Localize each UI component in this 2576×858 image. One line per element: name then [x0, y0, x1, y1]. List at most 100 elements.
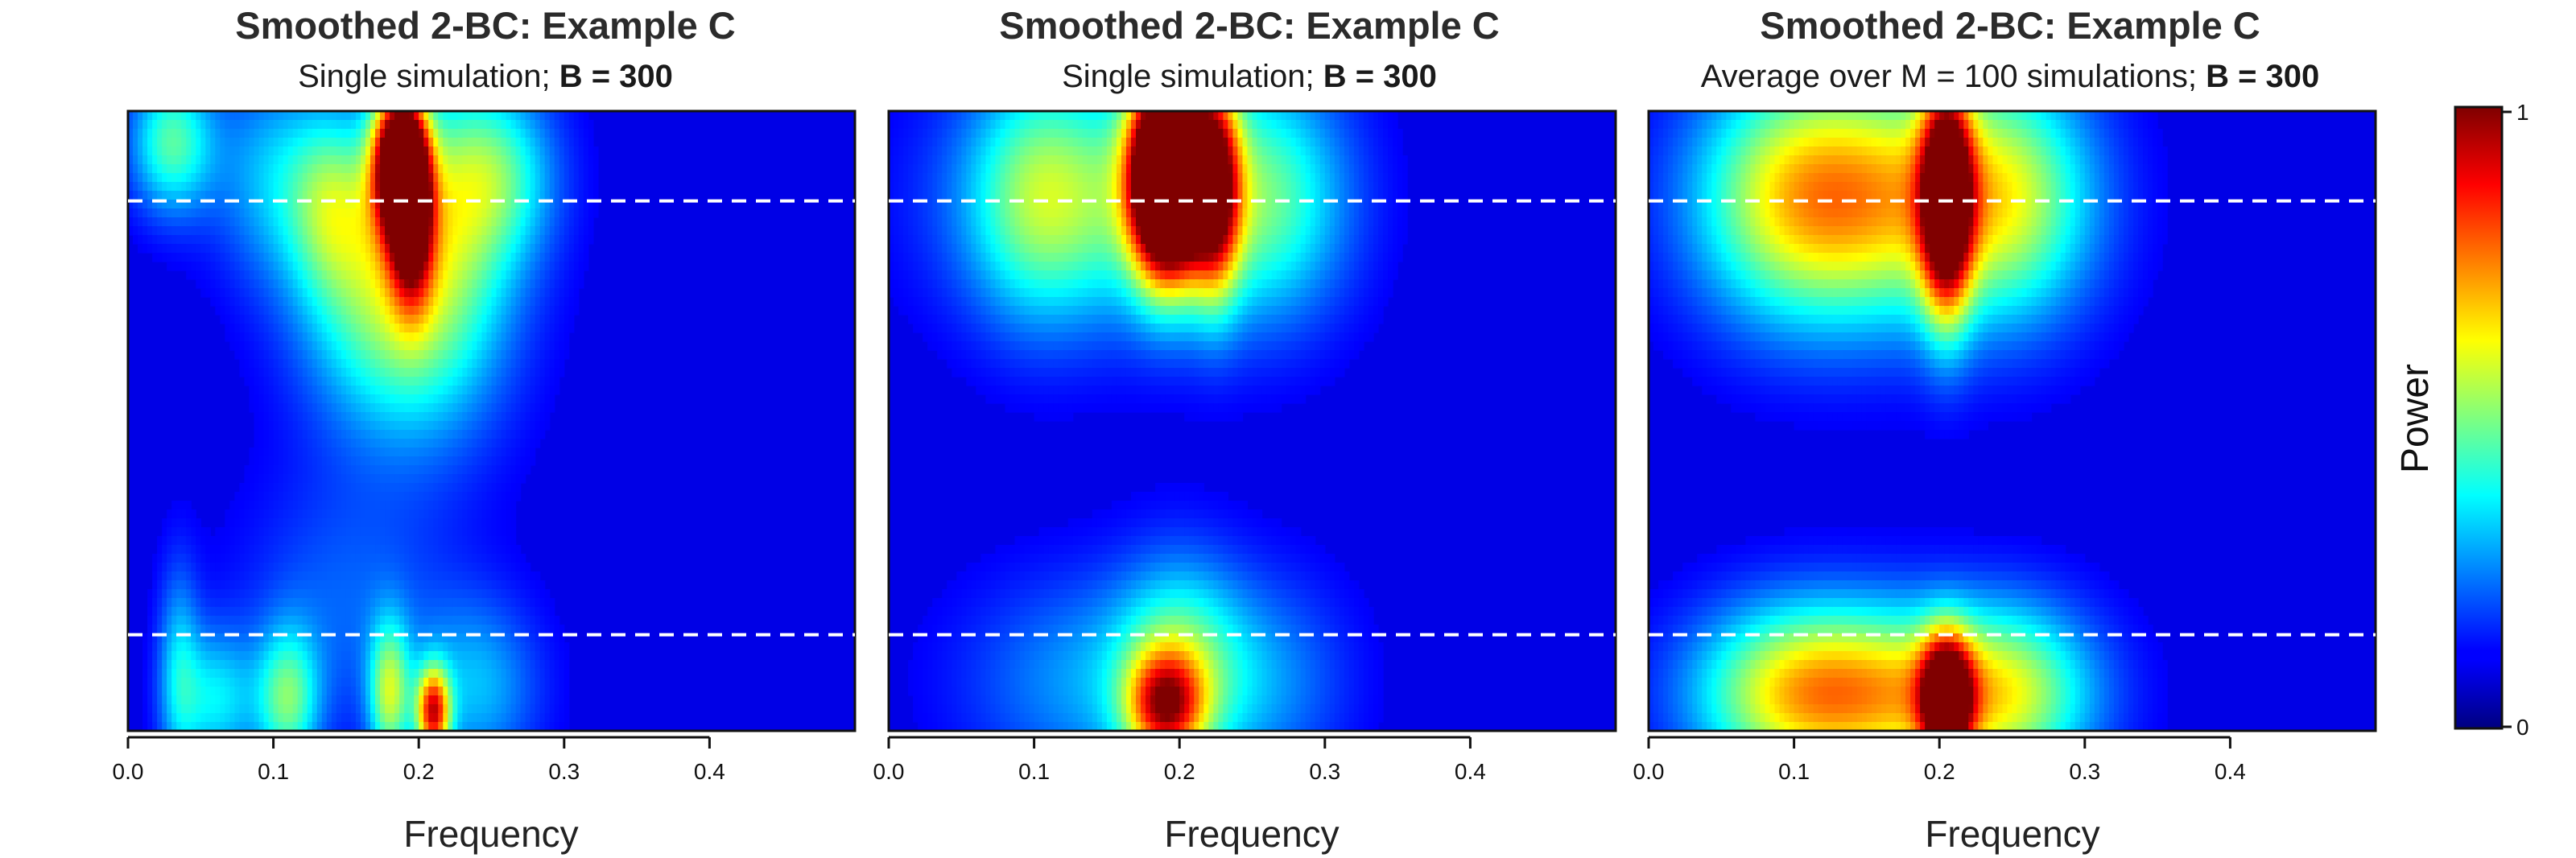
heatmap-cell [365, 571, 371, 581]
heatmap-cell [370, 262, 376, 271]
heatmap-cell [186, 200, 192, 209]
heatmap-cell [147, 633, 153, 643]
heatmap-cell [467, 660, 473, 670]
heatmap-cell [448, 545, 453, 555]
heatmap-cell [438, 386, 444, 395]
heatmap-cell [510, 598, 517, 608]
heatmap-cell [307, 456, 313, 466]
heatmap-cell [428, 518, 434, 528]
heatmap-cell [336, 598, 342, 608]
heatmap-cell [292, 315, 299, 324]
heatmap-cell [345, 704, 352, 714]
heatmap-cell [370, 217, 376, 227]
heatmap-cell [200, 138, 206, 147]
heatmap-cell [258, 536, 265, 546]
heatmap-cell [268, 368, 275, 377]
heatmap-cell [297, 456, 303, 466]
heatmap-cell [321, 448, 328, 457]
heatmap-cell [350, 669, 357, 679]
heatmap-cell [157, 598, 163, 608]
heatmap-cell [273, 155, 279, 165]
heatmap-cell [215, 687, 221, 696]
heatmap-cell [341, 164, 347, 174]
heatmap-cell [210, 208, 216, 218]
heatmap-cell [157, 164, 163, 174]
heatmap-cell [375, 669, 381, 679]
heatmap-cell [428, 315, 434, 324]
heatmap-cell [510, 669, 517, 679]
heatmap-cell [196, 642, 201, 652]
heatmap-cell [394, 687, 400, 696]
heatmap-cell [350, 625, 357, 634]
heatmap-cell [210, 625, 216, 634]
heatmap-cell [167, 704, 172, 714]
heatmap-cell [390, 350, 395, 360]
heatmap-cell [283, 660, 289, 670]
heatmap-cell [312, 217, 318, 227]
heatmap-cell [331, 421, 337, 431]
heatmap-cell [162, 235, 167, 245]
heatmap-cell [477, 332, 483, 342]
heatmap-cell [258, 669, 265, 679]
heatmap-cell [419, 377, 424, 386]
heatmap-cell [157, 571, 163, 581]
heatmap-cell [515, 465, 522, 475]
heatmap-cell [404, 518, 410, 528]
heatmap-cell [312, 164, 318, 174]
heatmap-cell [510, 182, 517, 192]
heatmap-cell [385, 430, 390, 439]
heatmap-cell [239, 501, 246, 510]
heatmap-cell [152, 651, 158, 661]
heatmap-cell [380, 501, 386, 510]
heatmap-cell [268, 678, 275, 687]
heatmap-cell [220, 651, 225, 661]
heatmap-cell [157, 146, 163, 156]
heatmap-cell [341, 554, 347, 563]
heatmap-cell [360, 660, 366, 670]
heatmap-cell [341, 598, 347, 608]
heatmap-cell [438, 253, 444, 262]
heatmap-cell [472, 722, 478, 732]
heatmap-cell [307, 660, 313, 670]
heatmap-cell [341, 571, 347, 581]
heatmap-cell [263, 722, 270, 732]
heatmap-cell [336, 155, 342, 165]
heatmap-cell [467, 394, 473, 404]
heatmap-cell [225, 598, 231, 608]
heatmap-cell [375, 315, 381, 324]
heatmap-cell [147, 651, 153, 661]
heatmap-cell [287, 279, 294, 289]
heatmap-cell [515, 616, 522, 625]
heatmap-cell [515, 306, 522, 316]
heatmap-cell [355, 651, 361, 661]
heatmap-cell [506, 430, 512, 439]
heatmap-cell [171, 146, 177, 156]
heatmap-cell [229, 270, 236, 280]
heatmap-cell [162, 253, 167, 262]
heatmap-cell [350, 554, 357, 563]
heatmap-cell [350, 713, 357, 723]
heatmap-cell [443, 368, 448, 377]
heatmap-cell [167, 226, 172, 236]
heatmap-cell [365, 474, 371, 484]
heatmap-cell [181, 563, 187, 572]
heatmap-cell [399, 226, 405, 236]
heatmap-cell [510, 350, 517, 360]
heatmap-cell [200, 111, 206, 121]
heatmap-cell [278, 164, 284, 174]
heatmap-cell [307, 377, 313, 386]
heatmap-cell [409, 563, 415, 572]
heatmap-cell [345, 386, 352, 395]
heatmap-cell [448, 509, 453, 519]
heatmap-cell [350, 138, 357, 147]
heatmap-cell [375, 332, 381, 342]
heatmap-cell [176, 509, 182, 519]
heatmap-cell [365, 678, 371, 687]
heatmap-cell [283, 297, 289, 307]
heatmap-cell [345, 359, 352, 369]
heatmap-cell [438, 563, 444, 572]
heatmap-cell [152, 200, 158, 209]
heatmap-cell [520, 359, 526, 369]
heatmap-cell [510, 244, 517, 254]
heatmap-cell [510, 722, 517, 732]
